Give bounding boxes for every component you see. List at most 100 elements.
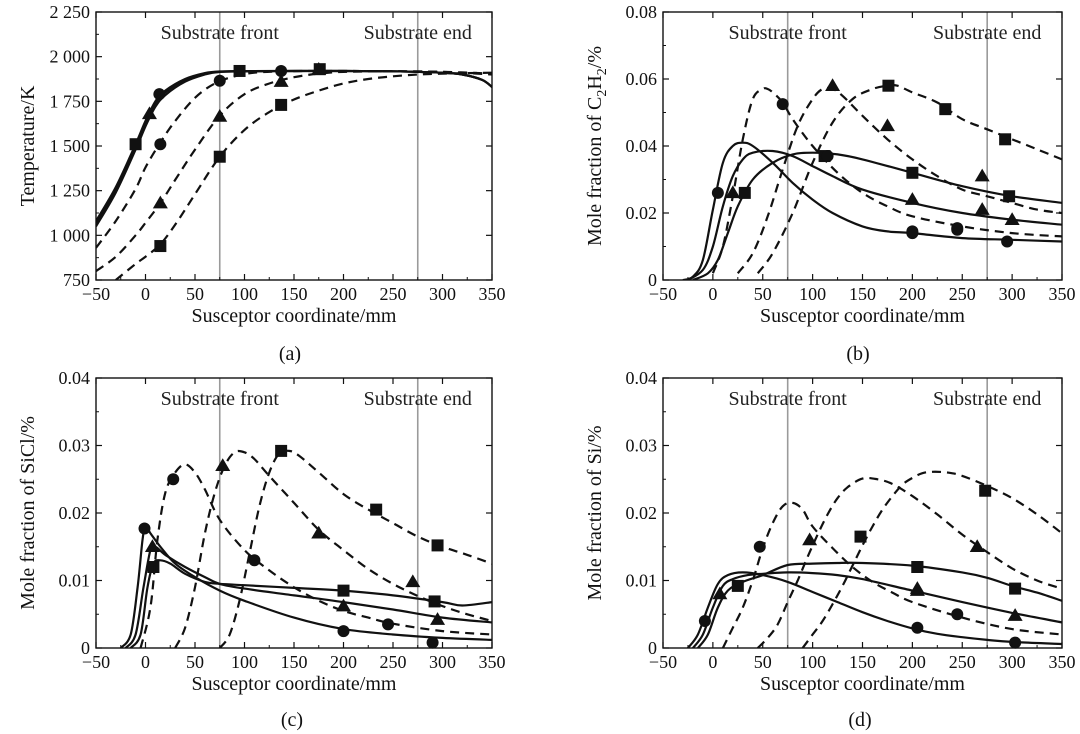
annotation-1: Substrate end [364, 22, 472, 44]
annotation-0: Substrate front [161, 388, 280, 410]
y-tick-label: 1 750 [50, 91, 91, 111]
marker-solid-circle-0 [711, 186, 724, 199]
y-tick-label: 0.08 [626, 2, 658, 22]
x-tick-label: −50 [82, 284, 110, 304]
marker-dashed-triangle-1 [909, 581, 925, 594]
y-tick-label: 0 [648, 270, 657, 290]
series-line-solid-circle [119, 525, 492, 648]
x-tick-label: −50 [82, 652, 110, 672]
series-line-dashed-triangle [756, 476, 1062, 648]
panel-b-c2h2: −50 0 50 100 150 200 250 300 35000.020.040.060.0… [584, 2, 1076, 327]
y-axis-label: Mole fraction of SiCl/% [17, 416, 39, 610]
marker-dashed-circle-1 [213, 74, 226, 87]
marker-dashed-square-0 [882, 79, 895, 92]
marker-dashed-circle-0 [154, 138, 167, 151]
series-line-dashed-triangle [96, 70, 492, 272]
x-tick-label: 300 [429, 652, 456, 672]
marker-dashed-square-1 [370, 503, 383, 516]
marker-solid-square-3 [1003, 190, 1016, 203]
plot-frame [95, 377, 493, 649]
annotation-1: Substrate end [933, 22, 1041, 44]
x-tick-label: 150 [849, 652, 876, 672]
marker-dashed-triangle-1 [311, 525, 327, 539]
x-tick-label: 100 [231, 284, 258, 304]
x-tick-label: 300 [999, 284, 1026, 304]
marker-dashed-square-3 [275, 98, 288, 111]
marker-dashed-triangle-2 [405, 574, 421, 588]
annotation-1: Substrate end [364, 388, 472, 410]
marker-dashed-circle-0 [776, 98, 789, 111]
annotation-0: Substrate front [729, 388, 848, 410]
marker-dashed-square-1 [939, 103, 952, 116]
x-tick-label: 150 [849, 284, 876, 304]
marker-dashed-square-2 [431, 539, 444, 552]
x-axis-label: Susceptor coordinate/mm [760, 305, 965, 327]
x-tick-label: 350 [479, 652, 506, 672]
marker-solid-square-0 [147, 561, 160, 573]
series-line-solid-square [697, 561, 1062, 648]
marker-dashed-square-0 [154, 240, 167, 253]
marker-solid-triangle-1 [336, 598, 351, 612]
x-tick-label: 100 [231, 652, 258, 672]
annotation-0: Substrate front [729, 22, 848, 44]
x-tick-label: 250 [949, 284, 976, 304]
series-line-dashed-square [801, 470, 1062, 648]
marker-dashed-triangle-1 [212, 109, 228, 122]
x-tick-label: 350 [479, 284, 506, 304]
marker-solid-triangle-0 [144, 539, 160, 552]
x-tick-label: 150 [281, 652, 308, 672]
marker-solid-triangle-2 [1007, 608, 1023, 621]
marker-solid-square-1 [337, 584, 350, 597]
series-line-dashed-square [218, 449, 492, 648]
panel-c-sicl: −50 0 50 100 150 200 250 300 35000.010.020.030.0… [17, 368, 506, 695]
marker-dashed-circle-1 [821, 150, 834, 163]
x-tick-label: 150 [281, 284, 308, 304]
marker-dashed-triangle-2 [974, 168, 990, 182]
x-tick-label: 250 [380, 652, 407, 672]
marker-dashed-triangle-0 [152, 195, 168, 209]
marker-solid-circle-2 [426, 636, 439, 649]
y-axis-label: Mole fraction of Si/% [584, 426, 606, 601]
series-line-solid-triangle [124, 544, 492, 648]
panel-a-temperature: −50 0 50 100 150 200 250 300 350 750 1 000 1 250 1 5… [17, 2, 506, 327]
marker-dashed-circle-1 [951, 608, 964, 621]
marker-solid-triangle-1 [904, 192, 920, 205]
series-line-dashed-circle [721, 501, 1062, 648]
y-tick-label: 0.02 [626, 503, 658, 523]
y-tick-label: 0.03 [626, 436, 658, 456]
y-tick-label: 0.04 [59, 368, 91, 388]
x-tick-label: 200 [899, 652, 926, 672]
marker-dashed-circle-3 [951, 223, 964, 236]
marker-dashed-square-2 [979, 484, 992, 497]
x-tick-label: 100 [799, 284, 826, 304]
marker-dashed-square-0 [854, 530, 867, 543]
x-tick-label: 300 [999, 652, 1026, 672]
x-tick-label: 200 [899, 284, 926, 304]
series-line-dashed-triangle [736, 86, 1062, 274]
marker-solid-circle-0 [138, 522, 151, 535]
y-tick-label: 0.02 [59, 503, 91, 523]
x-tick-label: 100 [799, 652, 826, 672]
y-tick-label: 0.06 [626, 69, 658, 89]
marker-solid-square-0 [129, 138, 142, 151]
marker-solid-triangle-3 [1004, 212, 1020, 225]
marker-dashed-circle-2 [382, 618, 395, 631]
x-axis-label: Susceptor coordinate/mm [760, 673, 965, 695]
series-line-solid-triangle [687, 149, 1062, 280]
panel-label-b: (b) [846, 343, 869, 365]
marker-solid-triangle-2 [430, 612, 446, 625]
plot-frame [662, 377, 1063, 649]
marker-solid-circle-2 [1009, 636, 1022, 649]
marker-dashed-square-1 [911, 561, 924, 573]
x-tick-label: −50 [649, 652, 677, 672]
annotation-0: Substrate front [161, 22, 280, 44]
y-tick-label: 0.02 [626, 203, 658, 223]
x-tick-label: 0 [141, 652, 150, 672]
y-tick-label: 0.04 [626, 136, 658, 156]
x-tick-label: 0 [141, 284, 150, 304]
x-tick-label: 350 [1049, 284, 1076, 304]
marker-solid-square-0 [731, 579, 744, 592]
x-tick-label: 0 [708, 652, 717, 672]
y-tick-label: 0 [81, 638, 90, 658]
